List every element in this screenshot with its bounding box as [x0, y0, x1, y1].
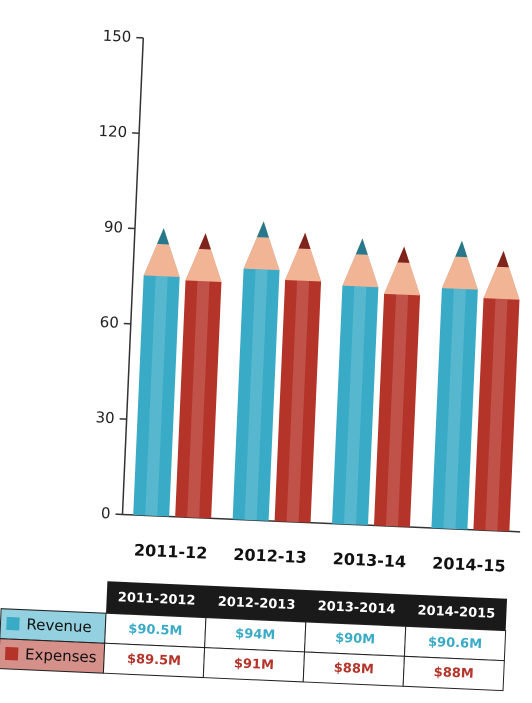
- pencil-highlight: [443, 288, 466, 529]
- pencil-lead-shade: [455, 240, 468, 258]
- x-tick-label: 2012-13: [233, 545, 307, 567]
- y-tick-label: 60: [99, 313, 119, 332]
- pencil-lead: [256, 221, 269, 238]
- pencil-lead-shade: [157, 228, 170, 245]
- pencil-bar: [473, 250, 520, 532]
- y-tick-label: 150: [102, 27, 131, 46]
- table-header-bg: [106, 581, 508, 631]
- pencil-highlight: [344, 286, 367, 525]
- pencil-bar: [274, 232, 322, 523]
- table-header: 2014-2015: [417, 603, 495, 621]
- value-label: $90.6M: [428, 635, 483, 652]
- pencil-lead-shade: [355, 238, 368, 255]
- pencil-bar: [133, 228, 180, 517]
- pencil-bar: [332, 238, 379, 526]
- pencil-wood: [342, 238, 379, 288]
- pencil-lead: [298, 232, 311, 250]
- y-tick-label: 30: [95, 408, 115, 427]
- pencil-bar: [373, 246, 421, 528]
- value-label: $88M: [433, 665, 474, 682]
- legend-swatch: [6, 616, 20, 631]
- pencil-lead-shade: [496, 250, 509, 268]
- x-tick-label: 2011-12: [134, 541, 208, 563]
- value-label: $94M: [235, 626, 276, 643]
- x-tick-label: 2013-14: [332, 549, 406, 571]
- pencil-highlight: [385, 294, 409, 527]
- pencil-lead: [355, 238, 368, 255]
- y-axis: [121, 37, 145, 515]
- table-cell: [402, 655, 505, 692]
- pencil-highlight: [286, 280, 310, 523]
- plot-area: 0 30 60 90 120 150 2011-12 2012-13 2013-14 2014-1…: [95, 27, 521, 576]
- pencil-highlight: [485, 298, 508, 531]
- pencil-wood: [185, 233, 222, 282]
- pencil-lead: [397, 246, 410, 263]
- pencil-lead: [455, 240, 468, 258]
- y-tick-label: 120: [98, 122, 127, 141]
- pencil-wood: [441, 240, 478, 290]
- pencil-highlight: [244, 269, 268, 521]
- pencil-lead: [496, 250, 509, 268]
- data-table: 2011-2012 2012-2013 2013-2014 2014-2015 Reve…: [0, 581, 508, 692]
- pencil-wood: [243, 221, 280, 271]
- pencil-lead-shade: [256, 221, 269, 238]
- pencil-wood: [143, 228, 180, 277]
- pencil-lead: [157, 228, 170, 245]
- pencil-wood: [483, 250, 520, 300]
- pencil-bar: [232, 221, 280, 521]
- legend-label: Revenue: [26, 615, 92, 636]
- pencil-wood: [285, 232, 322, 282]
- value-label: $89.5M: [127, 652, 182, 669]
- pencil-lead-shade: [397, 246, 410, 263]
- pencil-highlight: [187, 280, 210, 518]
- table-header: 2011-2012: [117, 590, 195, 608]
- legend-swatch: [4, 646, 19, 661]
- y-tick-label: 90: [104, 218, 124, 237]
- pencil-bar: [431, 240, 478, 530]
- value-label: $90.5M: [128, 622, 183, 639]
- x-tick-label: 2014-15: [432, 554, 506, 576]
- table-header: 2012-2013: [217, 595, 295, 613]
- pencil-bar: [175, 233, 222, 519]
- value-label: $91M: [234, 656, 275, 673]
- value-label: $90M: [335, 631, 376, 648]
- value-label: $88M: [333, 661, 374, 678]
- pencil-wood: [384, 246, 421, 296]
- table-header: 2013-2014: [317, 599, 395, 617]
- pencil-lead: [198, 233, 211, 250]
- pencil-lead-shade: [298, 232, 311, 250]
- y-tick-label: 0: [101, 504, 111, 522]
- pencil-highlight: [145, 275, 168, 516]
- pencil-lead-shade: [198, 233, 211, 250]
- legend-label: Expenses: [25, 645, 97, 666]
